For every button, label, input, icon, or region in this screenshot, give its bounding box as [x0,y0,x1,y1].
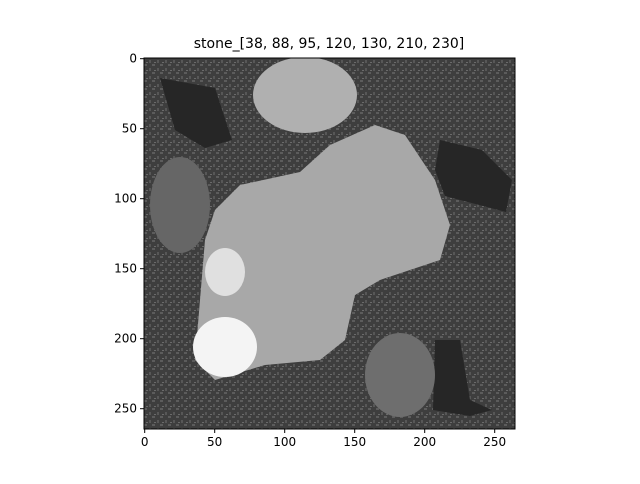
y-tick-label: 200 [114,332,137,346]
x-tick-label: 0 [141,435,149,449]
image [143,57,516,430]
x-tick-label: 100 [273,435,296,449]
axes-frame [143,57,516,430]
y-tick-label: 50 [122,122,137,136]
y-tick-label: 150 [114,262,137,276]
x-tick-label: 250 [483,435,506,449]
y-tick-label: 250 [114,402,137,416]
chart-title: stone_[38, 88, 95, 120, 130, 210, 230] [194,36,465,52]
x-tick-label: 50 [207,435,222,449]
x-tick-label: 200 [413,435,436,449]
x-tick-label: 150 [343,435,366,449]
y-tick-label: 100 [114,192,137,206]
y-tick-label: 0 [129,52,137,66]
